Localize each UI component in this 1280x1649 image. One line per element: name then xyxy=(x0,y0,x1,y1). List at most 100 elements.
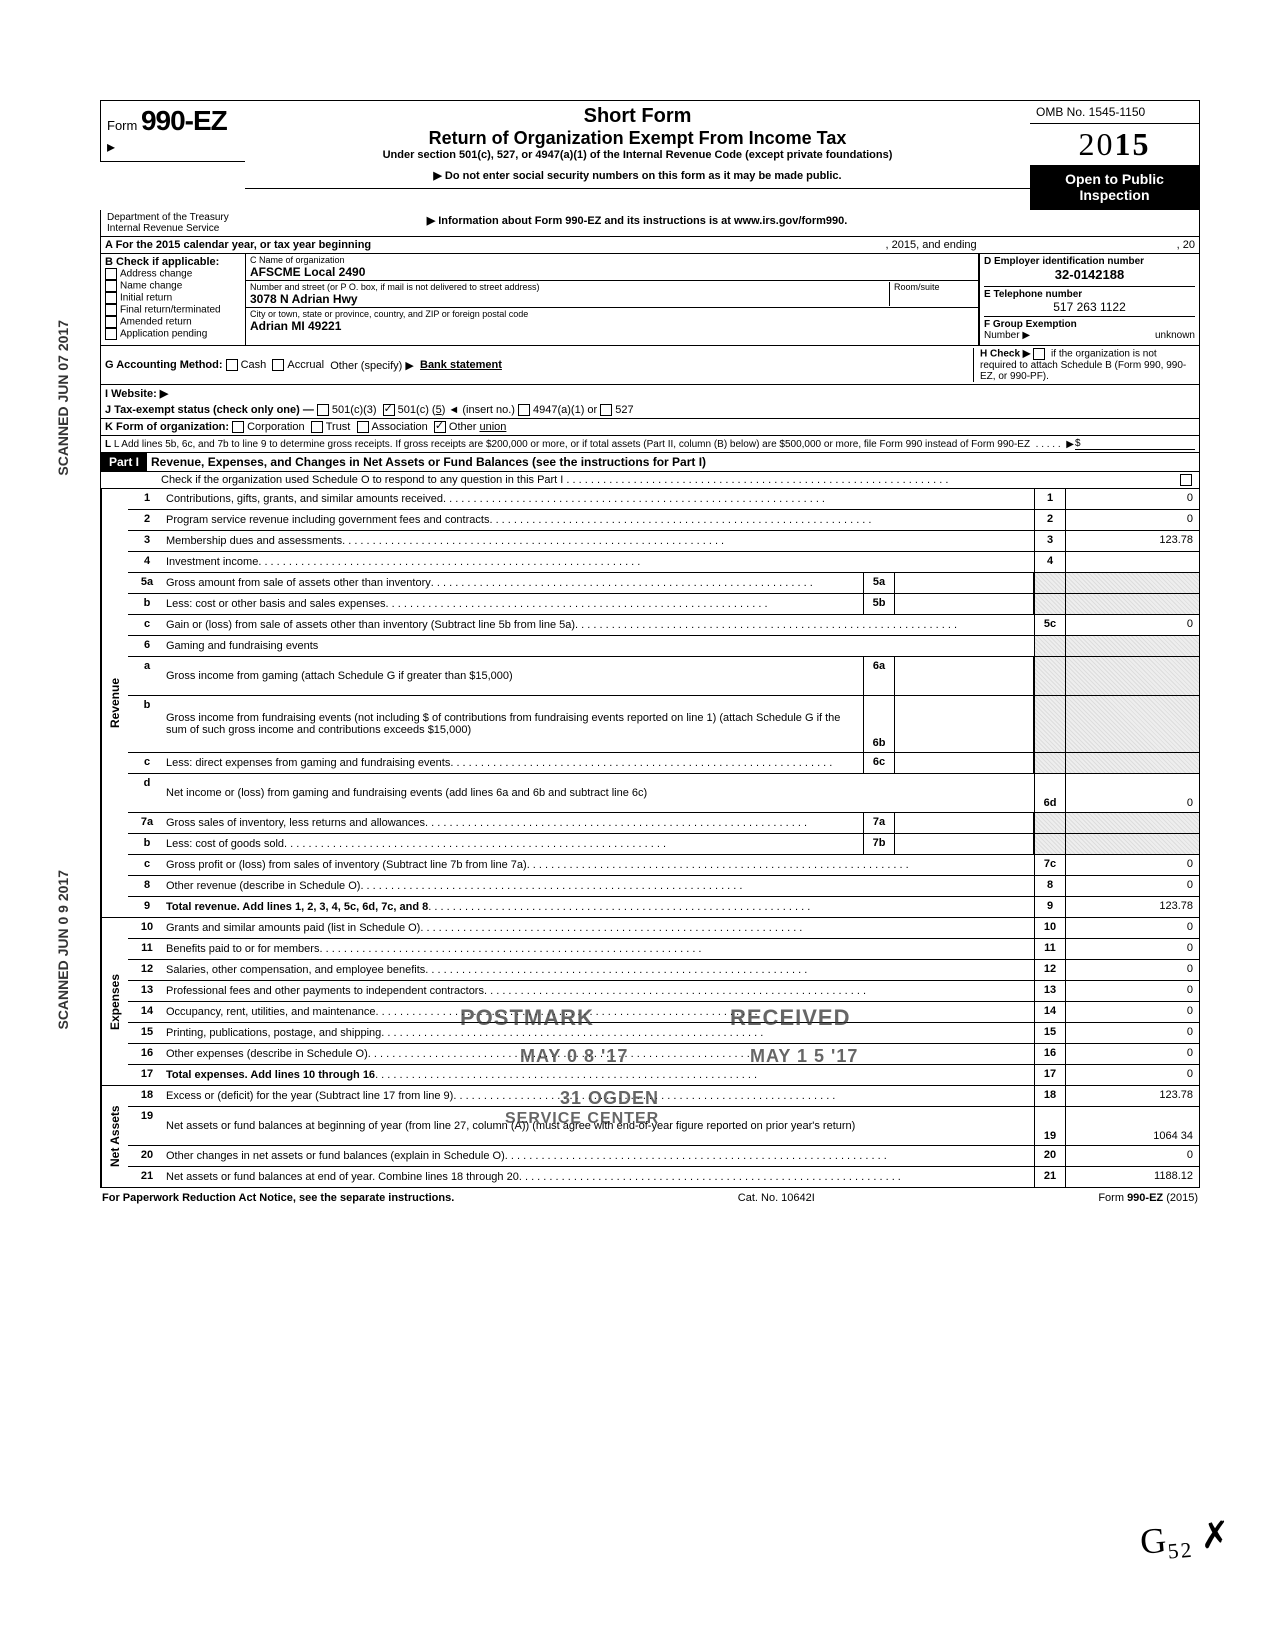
j-insert: ) ◄ (insert no.) xyxy=(442,404,515,416)
ln6a-text: Gross income from gaming (attach Schedul… xyxy=(166,657,863,695)
ln7a-text: Gross sales of inventory, less returns a… xyxy=(166,813,863,833)
ln8-box: 8 xyxy=(1034,876,1065,896)
ln11-num: 11 xyxy=(128,939,166,959)
line-gh: G Accounting Method: Cash Accrual Other … xyxy=(100,346,1200,385)
revenue-label: Revenue xyxy=(101,489,128,917)
ln3-box: 3 xyxy=(1034,531,1065,551)
ln21-val: 1188.12 xyxy=(1065,1167,1199,1187)
page: SCANNED JUN 07 2017 SCANNED JUN 0 9 2017… xyxy=(0,0,1280,1649)
line-k: K Form of organization: Corporation Trus… xyxy=(100,419,1200,436)
ln7b-val xyxy=(1065,834,1199,854)
k-other: Other xyxy=(449,421,477,433)
ln6a-midval xyxy=(895,657,1034,695)
ln6a-box xyxy=(1034,657,1065,695)
ln20-val: 0 xyxy=(1065,1146,1199,1166)
ln5b-mid: 5b xyxy=(863,594,895,614)
ln8-num: 8 xyxy=(128,876,166,896)
ln9-val: 123.78 xyxy=(1065,897,1199,917)
ln5a-midval xyxy=(895,573,1034,593)
ln6b-val xyxy=(1065,696,1199,752)
ln6-text: Gaming and fundraising events xyxy=(166,636,1034,656)
ln7a-box xyxy=(1034,813,1065,833)
stamp-received: RECEIVED xyxy=(730,1005,850,1031)
ln20-box: 20 xyxy=(1034,1146,1065,1166)
c-city-label: City or town, state or province, country… xyxy=(250,309,974,319)
e-label: E Telephone number xyxy=(984,289,1195,300)
scanned-stamp-2: SCANNED JUN 0 9 2017 xyxy=(55,870,71,1030)
dept-line1: Department of the Treasury xyxy=(107,212,239,223)
chk-initial: Initial return xyxy=(120,293,172,304)
info-notice: ▶ Information about Form 990-EZ and its … xyxy=(245,210,1029,237)
c-city-value: Adrian MI 49221 xyxy=(250,319,974,333)
ln21-num: 21 xyxy=(128,1167,166,1187)
expenses-section: Expenses 10Grants and similar amounts pa… xyxy=(100,918,1200,1086)
j-c3: 501(c)(3) xyxy=(332,404,377,416)
ln6a-mid: 6a xyxy=(863,657,895,695)
ln13-num: 13 xyxy=(128,981,166,1001)
g-accrual: Accrual xyxy=(287,359,324,371)
f-label: F Group Exemption xyxy=(984,319,1077,330)
j-label: J Tax-exempt status (check only one) — xyxy=(105,404,314,416)
section-c: C Name of organization AFSCME Local 2490… xyxy=(246,254,979,345)
netassets-label: Net Assets xyxy=(101,1086,128,1187)
ln14-text: Occupancy, rent, utilities, and maintena… xyxy=(166,1002,1034,1022)
ln5a-val xyxy=(1065,573,1199,593)
chk-amended: Amended return xyxy=(120,317,192,328)
line-a: A For the 2015 calendar year, or tax yea… xyxy=(100,237,1200,254)
ln6b-num: b xyxy=(128,696,166,752)
stamp-postmark: POSTMARK xyxy=(460,1005,594,1031)
ln10-box: 10 xyxy=(1034,918,1065,938)
ln7c-box: 7c xyxy=(1034,855,1065,875)
under-section: Under section 501(c), 527, or 4947(a)(1)… xyxy=(253,149,1022,161)
ln7b-box xyxy=(1034,834,1065,854)
ln6d-num: d xyxy=(128,774,166,812)
ln6a-val xyxy=(1065,657,1199,695)
signature-mark: G₅₂ ✗ xyxy=(1138,1513,1232,1563)
stamp-service: SERVICE CENTER xyxy=(505,1110,659,1128)
ln3-val: 123.78 xyxy=(1065,531,1199,551)
ln7a-midval xyxy=(895,813,1034,833)
stamp-ogden: 31 OGDEN xyxy=(560,1088,659,1109)
ln15-box: 15 xyxy=(1034,1023,1065,1043)
ln6c-val xyxy=(1065,753,1199,773)
ln6c-text: Less: direct expenses from gaming and fu… xyxy=(166,753,863,773)
ln5a-num: 5a xyxy=(128,573,166,593)
ln21-text: Net assets or fund balances at end of ye… xyxy=(166,1167,1034,1187)
line-j: J Tax-exempt status (check only one) — 5… xyxy=(100,402,1200,419)
ln5c-box: 5c xyxy=(1034,615,1065,635)
ln6d-val: 0 xyxy=(1065,774,1199,812)
ln5b-box xyxy=(1034,594,1065,614)
h-label: H Check ▶ xyxy=(980,349,1030,360)
j-c-other: 501(c) ( xyxy=(398,404,436,416)
ln6b-midval xyxy=(895,696,1034,752)
ln6c-midval xyxy=(895,753,1034,773)
ln7a-num: 7a xyxy=(128,813,166,833)
ln15-val: 0 xyxy=(1065,1023,1199,1043)
line-a-text: A For the 2015 calendar year, or tax yea… xyxy=(105,239,371,251)
ln1-val: 0 xyxy=(1065,489,1199,509)
form-title-box: Short Form Return of Organization Exempt… xyxy=(245,100,1030,189)
ln17-text: Total expenses. Add lines 10 through 16 xyxy=(166,1065,1034,1085)
chk-final: Final return/terminated xyxy=(120,305,221,316)
ln7b-num: b xyxy=(128,834,166,854)
d-value: 32-0142188 xyxy=(984,267,1195,282)
k-corp: Corporation xyxy=(247,421,304,433)
j-527: 527 xyxy=(615,404,633,416)
scanned-stamp-1: SCANNED JUN 07 2017 xyxy=(55,320,71,476)
ln6-val xyxy=(1065,636,1199,656)
ln7b-mid: 7b xyxy=(863,834,895,854)
ln17-val: 0 xyxy=(1065,1065,1199,1085)
ln5c-val: 0 xyxy=(1065,615,1199,635)
ln18-val: 123.78 xyxy=(1065,1086,1199,1106)
ln15-text: Printing, publications, postage, and shi… xyxy=(166,1023,1034,1043)
c-name-value: AFSCME Local 2490 xyxy=(250,265,974,279)
ln4-num: 4 xyxy=(128,552,166,572)
footer-right: Form 990-EZ (2015) xyxy=(1098,1192,1198,1204)
ln13-text: Professional fees and other payments to … xyxy=(166,981,1034,1001)
ln5b-midval xyxy=(895,594,1034,614)
ln19-box: 19 xyxy=(1034,1107,1065,1145)
open-to-public: Open to Public Inspection xyxy=(1030,165,1199,209)
dept-line2: Internal Revenue Service xyxy=(107,223,239,234)
k-trust: Trust xyxy=(326,421,351,433)
ln5a-text: Gross amount from sale of assets other t… xyxy=(166,573,863,593)
